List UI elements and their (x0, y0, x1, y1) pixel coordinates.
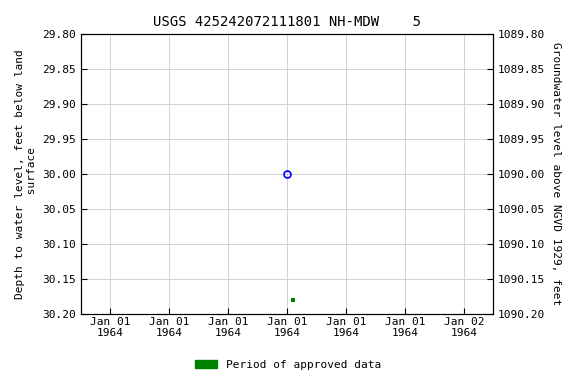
Title: USGS 425242072111801 NH-MDW    5: USGS 425242072111801 NH-MDW 5 (153, 15, 421, 29)
Legend: Period of approved data: Period of approved data (191, 356, 385, 375)
Y-axis label: Groundwater level above NGVD 1929, feet: Groundwater level above NGVD 1929, feet (551, 43, 561, 306)
Y-axis label: Depth to water level, feet below land
 surface: Depth to water level, feet below land su… (15, 49, 37, 299)
